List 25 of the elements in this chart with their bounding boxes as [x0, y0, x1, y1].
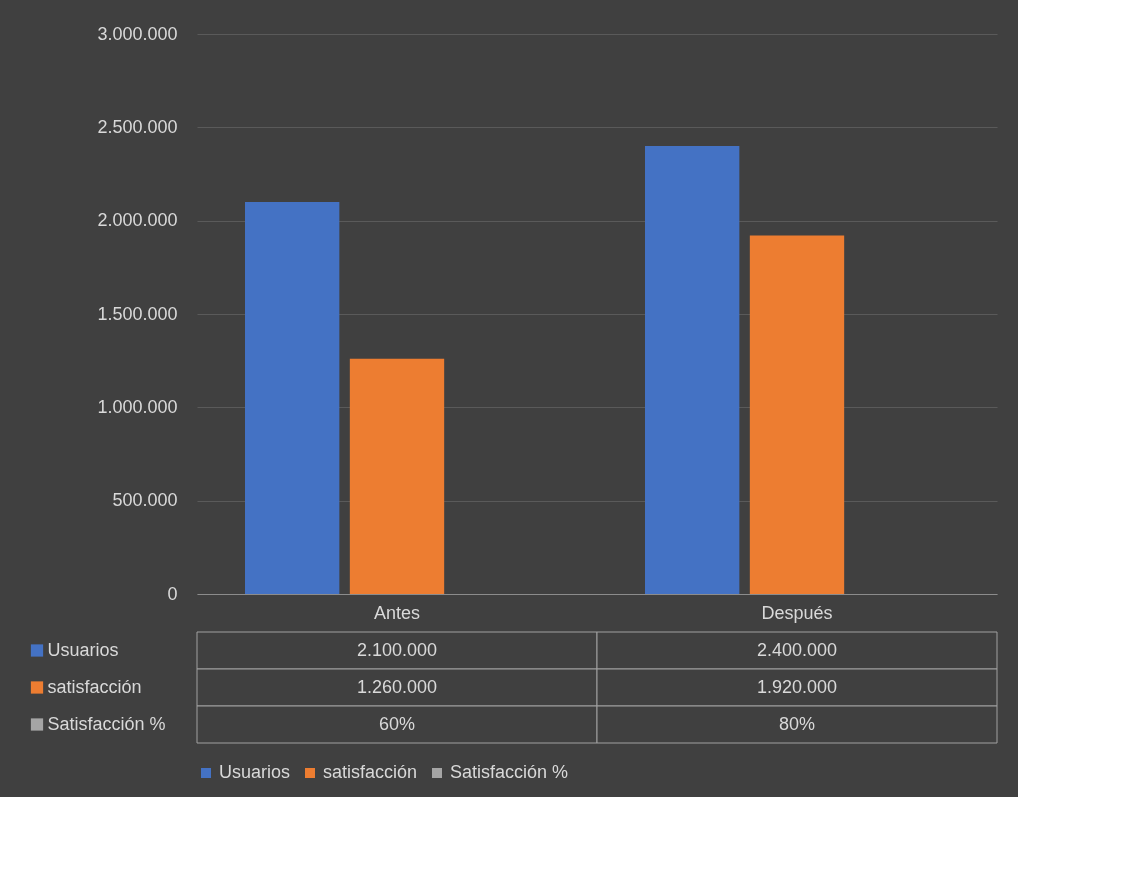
data-label: 60%: [378, 713, 416, 734]
y-tick-label: 1.500.000: [97, 303, 178, 324]
data-label: 1.260.000: [356, 676, 438, 697]
legend-label: satisfacción: [323, 762, 418, 782]
y-tick-label: 2.000.000: [97, 210, 178, 231]
x-tick-label: Antes: [373, 602, 421, 623]
data-label: 80%: [778, 713, 816, 734]
bar: [349, 358, 445, 594]
y-tick-label: 3.000.000: [97, 23, 178, 44]
data-label: 2.400.000: [756, 639, 838, 660]
y-tick-label: 2.500.000: [97, 116, 178, 137]
legend-label: Usuarios: [47, 639, 119, 660]
bar: [245, 202, 340, 594]
y-tick-label: 500.000: [112, 490, 178, 511]
bar: [749, 235, 845, 594]
y-tick-label: 0: [167, 583, 178, 604]
data-label: 1.920.000: [756, 676, 838, 697]
bar: [645, 146, 740, 594]
y-tick-label: 1.000.000: [97, 396, 178, 417]
data-label: 2.100.000: [356, 639, 438, 660]
x-tick-label: Después: [761, 602, 833, 623]
text: Usuarios: [219, 762, 291, 782]
text: Satisfacción %: [47, 713, 166, 734]
text: satisfacción: [47, 676, 142, 697]
legend-label: Satisfacción %: [450, 762, 569, 782]
